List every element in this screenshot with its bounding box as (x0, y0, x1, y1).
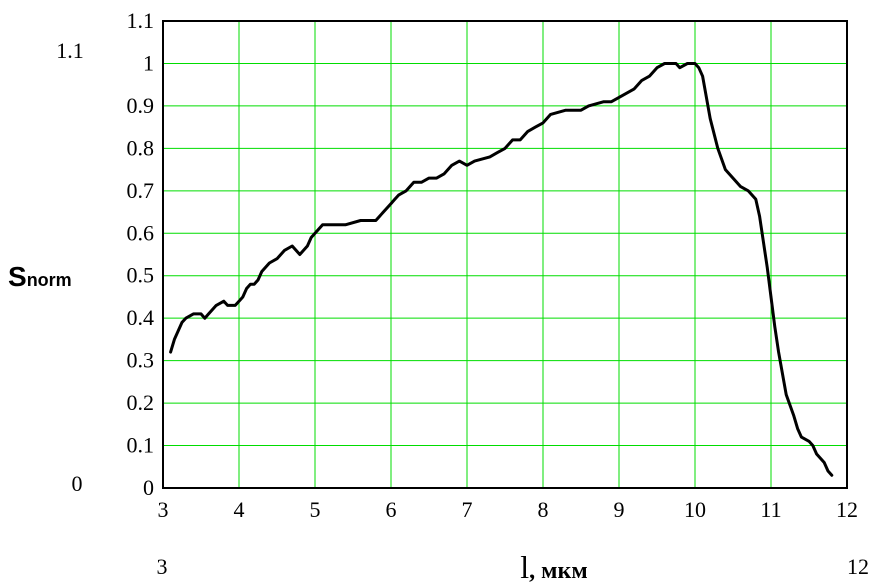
y-tick-label: 1.1 (127, 8, 155, 33)
edge-label-y-min: 0 (72, 471, 83, 496)
y-tick-label: 0.9 (127, 93, 155, 118)
y-tick-labels: 0 0.1 0.2 0.3 0.4 0.5 0.6 0.7 0.8 0.9 1 1.1 (127, 8, 155, 500)
x-tick-label: 9 (614, 497, 625, 522)
edge-label-x-max: 12 (847, 554, 869, 579)
y-tick-label: 0.6 (127, 220, 155, 245)
y-axis-label: Snorm (8, 261, 72, 292)
y-tick-label: 0.7 (127, 178, 155, 203)
x-axis-label: l, мкм (520, 549, 587, 582)
edge-label-y-max: 1.1 (56, 38, 84, 63)
y-tick-label: 0 (143, 475, 154, 500)
y-axis-label-main: S (8, 261, 27, 292)
y-tick-label: 0.5 (127, 263, 155, 288)
x-tick-label: 12 (836, 497, 858, 522)
x-tick-label: 6 (386, 497, 397, 522)
x-tick-label: 7 (462, 497, 473, 522)
y-tick-label: 0.1 (127, 433, 155, 458)
x-tick-label: 5 (310, 497, 321, 522)
y-axis-label-sub: norm (27, 270, 72, 290)
y-tick-label: 1 (143, 50, 154, 75)
y-tick-label: 0.3 (127, 348, 155, 373)
x-tick-labels: 3 4 5 6 7 8 9 10 11 12 (158, 497, 859, 522)
y-tick-label: 0.4 (127, 305, 155, 330)
y-tick-label: 0.2 (127, 390, 155, 415)
edge-label-x-min: 3 (157, 554, 168, 579)
x-tick-label: 11 (760, 497, 781, 522)
x-axis-label-unit: , мкм (529, 558, 588, 582)
y-tick-label: 0.8 (127, 135, 155, 160)
x-tick-label: 8 (538, 497, 549, 522)
x-tick-label: 4 (234, 497, 245, 522)
x-axis-label-symbol: l (520, 549, 529, 582)
series-line (169, 62, 834, 477)
plot-frame (162, 20, 848, 489)
x-tick-label: 10 (684, 497, 706, 522)
x-tick-label: 3 (158, 497, 169, 522)
